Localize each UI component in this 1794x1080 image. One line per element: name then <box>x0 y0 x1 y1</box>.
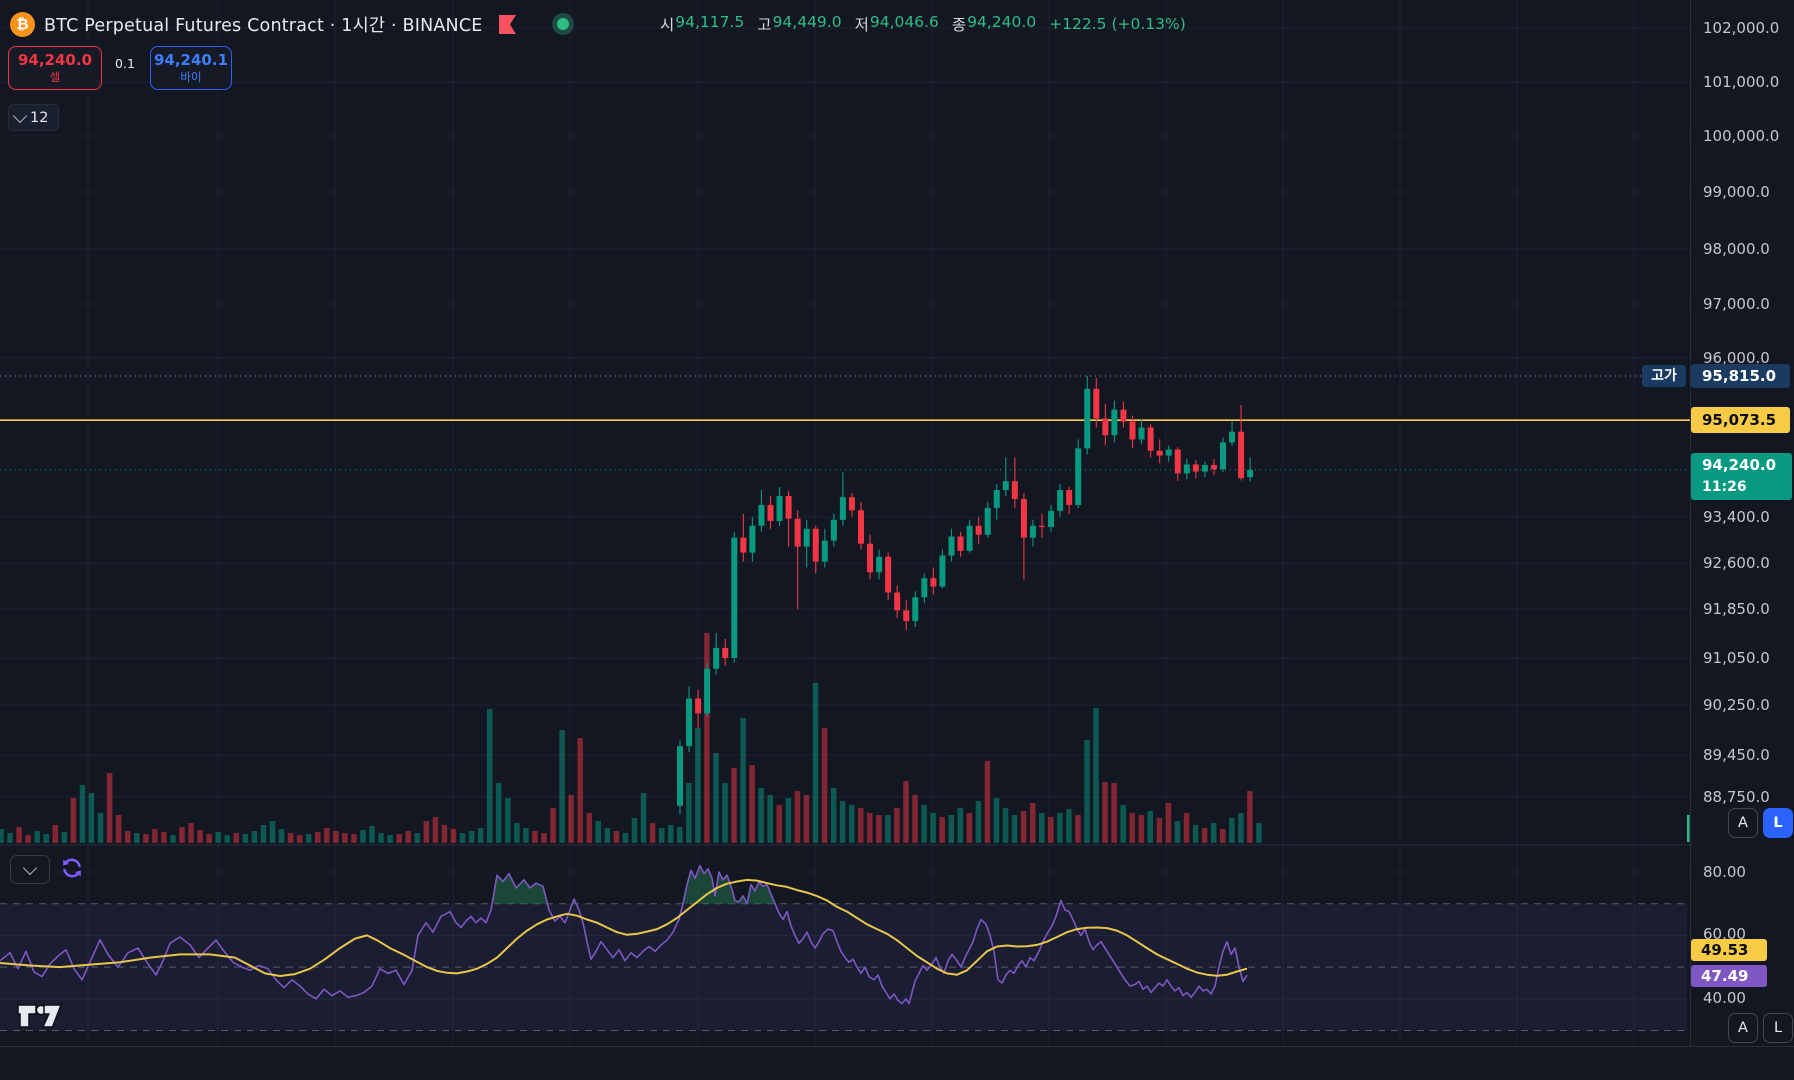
buy-button[interactable]: 94,240.1 바이 <box>150 46 232 90</box>
chevron-down-icon <box>12 108 28 123</box>
time-axis[interactable] <box>0 1046 1794 1080</box>
price-axis-label: 93,400.0 <box>1703 508 1770 526</box>
bar-countdown: 11:26 <box>1702 479 1747 495</box>
price-axis-label: 90,250.0 <box>1703 696 1770 714</box>
last-price-value: 94,240.0 <box>1702 456 1777 474</box>
price-axis-label: 40.00 <box>1703 989 1746 1007</box>
btc-icon: ₿ <box>10 11 35 37</box>
change-value: +122.5 (+0.13%) <box>1049 15 1186 33</box>
price-axis[interactable]: 40.00 60.00 80.00 88,750.0 89,450.0 90,250.0 9… <box>1642 0 1794 1046</box>
price-axis-label: 89,450.0 <box>1703 746 1770 764</box>
price-axis-label: 96,000.0 <box>1703 349 1770 367</box>
price-axis-label: 91,050.0 <box>1703 649 1770 667</box>
price-axis-label: 100,000.0 <box>1703 127 1780 145</box>
alert-level-price-label: 95,073.5 <box>1691 407 1790 433</box>
sell-label: 셀 <box>49 69 61 84</box>
market-status-icon <box>551 13 574 35</box>
price-axis-label: 80.00 <box>1703 863 1746 881</box>
price-axis-label: 92,600.0 <box>1703 554 1770 572</box>
ohlc-item: 저 94,046.6 <box>854 13 939 34</box>
auto-scale-button[interactable]: A <box>1728 808 1758 838</box>
price-axis-label: 98,000.0 <box>1703 240 1770 258</box>
rsi-scale-mode-buttons: A L <box>1728 1013 1793 1043</box>
chart-canvas[interactable] <box>0 0 1690 1046</box>
session-high-tag: 고가 <box>1642 365 1686 387</box>
ohlc-item: 고 94,449.0 <box>757 13 842 34</box>
last-price-label: 94,240.0 11:26 <box>1691 453 1792 500</box>
flag-icon[interactable] <box>498 14 517 35</box>
ohlc-item: 종 94,240.0 <box>951 13 1037 34</box>
price-axis-label: 101,000.0 <box>1703 73 1780 91</box>
symbol-header: ₿ BTC Perpetual Futures Contract · 1시간 ·… <box>10 9 574 39</box>
tradingview-logo[interactable] <box>16 1000 64 1030</box>
price-axis-label: 91,850.0 <box>1703 600 1770 618</box>
symbol-title[interactable]: BTC Perpetual Futures Contract · 1시간 · B… <box>44 15 483 36</box>
price-axis-label: 102,000.0 <box>1703 19 1780 37</box>
rsi-ma-value-label: 49.53 <box>1691 939 1767 961</box>
spread-value: 0.1 <box>115 56 135 71</box>
price-scale-mode-buttons: A L <box>1728 808 1793 838</box>
price-axis-label: 60.00 <box>1703 925 1746 943</box>
bar-count-dropdown[interactable]: 12 <box>8 104 60 131</box>
buy-label: 바이 <box>180 69 202 84</box>
chevron-down-icon <box>22 860 38 875</box>
ohlc-row: 시 94,117.5 고 94,449.0 저 94,046.6 종 94,240.0 +12… <box>660 12 1186 36</box>
rsi-log-scale-button[interactable]: L <box>1763 1013 1793 1043</box>
rsi-value-label: 47.49 <box>1691 965 1767 987</box>
buy-price: 94,240.1 <box>153 51 229 70</box>
ohlc-item: 시 94,117.5 <box>660 13 745 34</box>
log-scale-button[interactable]: L <box>1763 808 1793 838</box>
price-axis-label: 99,000.0 <box>1703 183 1770 201</box>
sell-button[interactable]: 94,240.0 셀 <box>8 46 102 90</box>
rsi-auto-scale-button[interactable]: A <box>1728 1013 1758 1043</box>
bar-count-value: 12 <box>30 109 49 126</box>
indicator-collapse-button[interactable] <box>10 855 50 884</box>
price-axis-label: 88,750.0 <box>1703 788 1770 806</box>
price-axis-label: 97,000.0 <box>1703 295 1770 313</box>
indicator-refresh-icon[interactable] <box>58 854 86 882</box>
session-high-price-label: 95,815.0 <box>1691 364 1790 388</box>
sell-price: 94,240.0 <box>17 51 93 70</box>
